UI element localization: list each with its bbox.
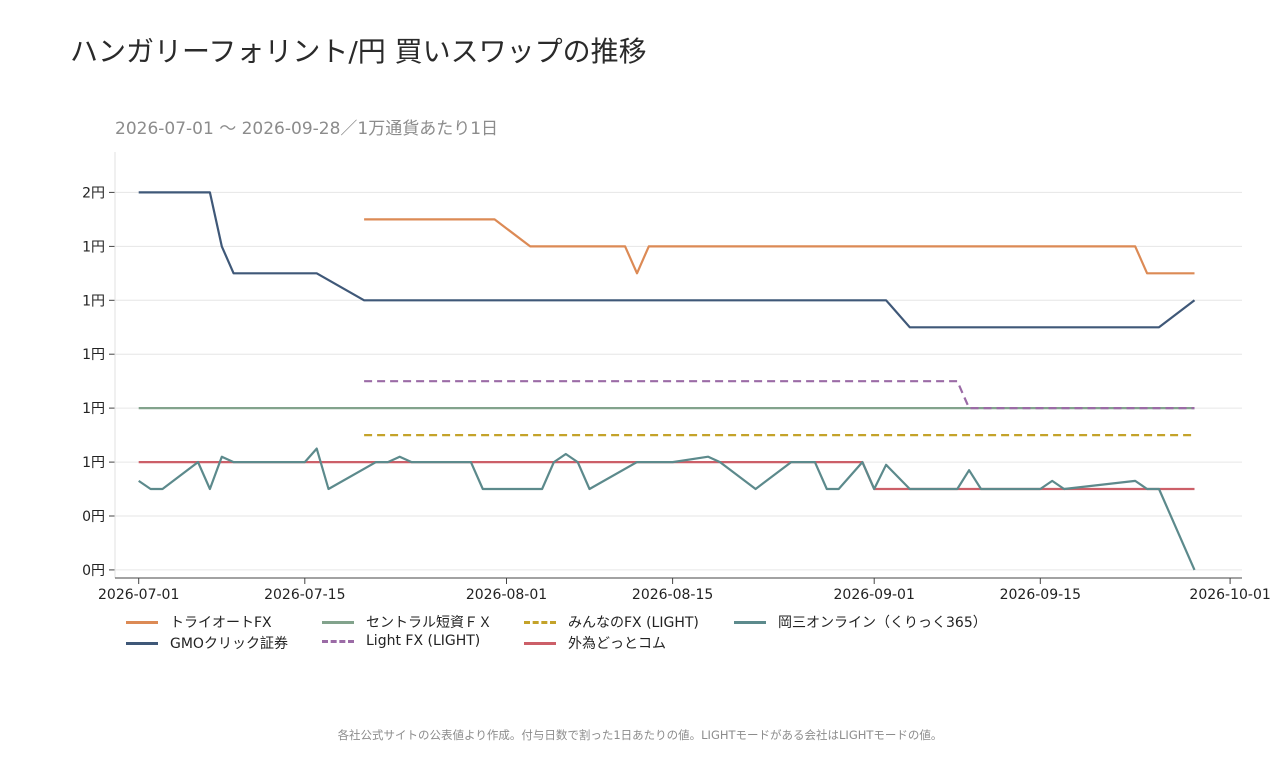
- legend-item: 外為どっとコム: [524, 633, 666, 653]
- y-tick-label: 1円: [82, 239, 105, 255]
- chart-title: ハンガリーフォリント/円 買いスワップの推移: [70, 35, 647, 68]
- x-tick-label: 2026-07-15: [264, 587, 345, 600]
- legend-swatch: [126, 620, 158, 624]
- legend-swatch: [524, 620, 556, 624]
- legend-swatch: [322, 620, 354, 624]
- legend-label: 岡三オンライン（くりっく365）: [778, 615, 987, 631]
- legend-item: 岡三オンライン（くりっく365）: [734, 612, 987, 632]
- legend-label: セントラル短資ＦＸ: [366, 615, 492, 631]
- x-tick-label: 2026-09-15: [1000, 587, 1081, 600]
- legend-label: Light FX (LIGHT): [366, 633, 481, 649]
- x-tick-label: 2026-08-15: [632, 587, 713, 600]
- series-line: [138, 461, 1195, 491]
- y-tick-label: 0円: [82, 563, 105, 579]
- y-tick-label: 2円: [82, 185, 105, 201]
- axes: 0円 0円 1円 1円 1円 1円 1円 2円 2026-07-01 2026-07-15 2026…: [82, 152, 1271, 600]
- y-tick-label: 1円: [82, 401, 105, 417]
- legend-swatch: [322, 639, 354, 643]
- chart-subtitle: 2026-07-01 〜 2026-09-28／1万通貨あたり1日: [115, 119, 499, 139]
- y-tick-label: 1円: [82, 347, 105, 363]
- series-line: [364, 218, 1195, 275]
- footer-note: 各社公式サイトの公表値より作成。付与日数で割った1日あたりの値。LIGHTモード…: [337, 728, 943, 742]
- legend-item: GMOクリック証券: [126, 633, 288, 653]
- legend-swatch: [734, 620, 766, 624]
- legend-item: Light FX (LIGHT): [322, 633, 480, 649]
- line-chart: 0円 0円 1円 1円 1円 1円 1円 2円 2026-07-01 2026-07-15 2026…: [82, 152, 1271, 600]
- legend-swatch: [126, 641, 158, 645]
- y-tick-label: 1円: [82, 293, 105, 309]
- x-tick-label: 2026-10-01: [1189, 587, 1270, 600]
- legend-swatch: [524, 641, 556, 645]
- legend-label: トライオートFX: [170, 615, 272, 631]
- legend-item: トライオートFX: [126, 612, 272, 632]
- x-tick-label: 2026-08-01: [466, 587, 547, 600]
- x-tick-label: 2026-09-01: [834, 587, 915, 600]
- legend-label: みんなのFX (LIGHT): [568, 615, 699, 631]
- y-tick-label: 1円: [82, 455, 105, 471]
- y-tick-label: 0円: [82, 509, 105, 525]
- series-line: [138, 191, 1196, 329]
- legend-item: セントラル短資ＦＸ: [322, 612, 492, 632]
- legend-label: 外為どっとコム: [568, 636, 666, 652]
- series-line: [138, 447, 1196, 571]
- x-tick-label: 2026-07-01: [98, 587, 179, 600]
- legend-item: みんなのFX (LIGHT): [524, 612, 699, 632]
- series-lines: [138, 191, 1196, 571]
- legend-label: GMOクリック証券: [170, 636, 288, 652]
- series-line: [364, 380, 1195, 410]
